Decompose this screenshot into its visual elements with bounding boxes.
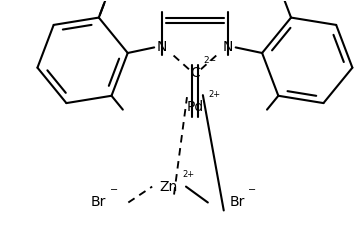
Text: −: −	[110, 184, 119, 195]
Text: Zn: Zn	[159, 180, 177, 194]
Text: C: C	[190, 66, 200, 80]
Text: Br: Br	[91, 196, 106, 209]
Text: 2−: 2−	[203, 56, 216, 65]
Text: Br: Br	[230, 196, 245, 209]
Text: Pd: Pd	[186, 100, 204, 114]
Text: 2+: 2+	[182, 170, 194, 179]
Text: 2+: 2+	[209, 90, 221, 99]
Text: N: N	[223, 40, 233, 55]
Text: N: N	[157, 40, 167, 55]
Text: −: −	[248, 184, 256, 195]
